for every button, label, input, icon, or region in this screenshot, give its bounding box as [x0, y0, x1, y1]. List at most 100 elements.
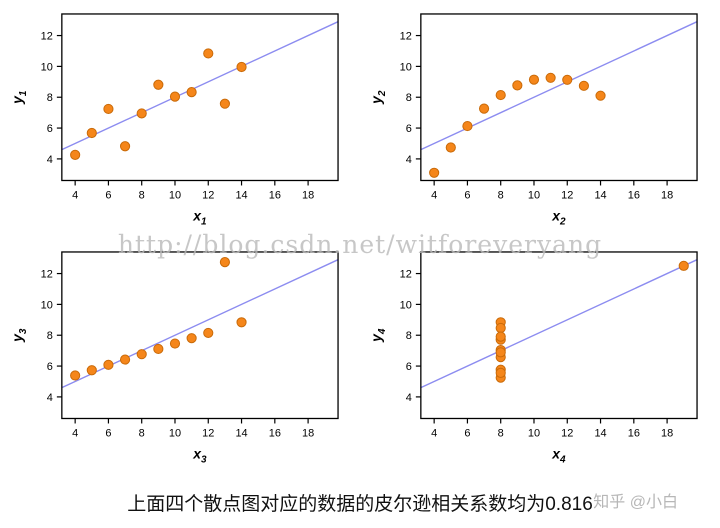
scatter-plot-1: 4 6 8 10 12 14 16 18 4 6 8 10 12 x1 y1: [6, 4, 355, 236]
plot-canvas: 4 6 8 10 12 14 16 18 4 6 8 10 12 x3 y3: [9, 251, 339, 466]
y-tick-label: 12: [41, 31, 53, 43]
data-point: [103, 103, 114, 115]
plot-canvas: 4 6 8 10 12 14 16 18 4 6 8 10 12 x1 y1: [9, 13, 339, 227]
y-tick-label: 6: [406, 361, 412, 373]
x-tick-label: 12: [202, 189, 214, 201]
data-point: [103, 360, 114, 371]
data-point: [495, 331, 506, 343]
plot-frame: [61, 13, 339, 182]
data-point: [429, 167, 440, 178]
data-point: [236, 61, 247, 73]
x-tick-label: 4: [431, 428, 437, 440]
x-tick-label: 8: [139, 428, 145, 440]
x-axis-label: x2: [551, 207, 566, 227]
x-tick-label: 18: [302, 189, 314, 201]
x-tick-label: 14: [594, 189, 606, 201]
data-point: [478, 103, 490, 114]
x-tick-label: 12: [202, 428, 214, 440]
data-point: [136, 349, 147, 360]
data-point: [512, 80, 523, 91]
scatter-plot-grid: 4 6 8 10 12 14 16 18 4 6 8 10 12 x1 y1 4 6 8 10 12 14 16 18 4 6…: [6, 4, 714, 474]
data-point: [169, 338, 181, 349]
data-point: [562, 74, 573, 85]
data-point: [169, 91, 181, 102]
y-tick-label: 8: [47, 92, 53, 104]
x-tick-label: 8: [139, 189, 145, 201]
data-point: [186, 87, 197, 98]
regression-line: [420, 21, 698, 151]
x-tick-label: 16: [269, 189, 281, 201]
data-point: [219, 98, 230, 109]
x-tick-label: 10: [169, 428, 181, 440]
x-tick-label: 14: [235, 189, 247, 201]
regression-line: [61, 21, 339, 151]
data-point: [119, 354, 131, 366]
x-tick-label: 6: [105, 428, 111, 440]
x-axis-label: x4: [551, 446, 566, 466]
x-tick-label: 6: [464, 428, 470, 440]
x-tick-label: 16: [269, 428, 281, 440]
x-axis-label: x1: [192, 207, 207, 227]
x-tick-label: 8: [498, 428, 504, 440]
y-tick-label: 12: [41, 269, 53, 281]
x-tick-label: 18: [661, 189, 673, 201]
y-tick-label: 4: [47, 392, 53, 404]
data-point: [203, 328, 214, 339]
x-tick-label: 16: [628, 189, 640, 201]
y-axis-label: y3: [9, 328, 29, 343]
data-point: [528, 74, 540, 85]
x-tick-label: 10: [528, 189, 540, 201]
plot-frame: [420, 13, 698, 182]
watermark-zhihu-text: 知乎 @小白: [593, 494, 678, 511]
scatter-plot-4: 4 6 8 10 12 14 16 18 4 6 8 10 12 x4 y4: [365, 242, 714, 474]
data-point: [495, 347, 506, 358]
y-axis-label: y4: [368, 328, 388, 343]
data-point: [86, 127, 97, 139]
data-point: [495, 323, 506, 334]
y-tick-label: 10: [41, 61, 53, 73]
x-tick-label: 16: [628, 428, 640, 440]
x-tick-label: 14: [235, 428, 247, 440]
x-tick-label: 6: [464, 189, 470, 201]
caption-text: 上面四个散点图对应的数据的皮尔逊相关系数均为0.816: [127, 494, 593, 515]
data-point: [153, 344, 164, 355]
scatter-plot-2: 4 6 8 10 12 14 16 18 4 6 8 10 12 x2 y2: [365, 4, 714, 236]
x-tick-label: 12: [561, 428, 573, 440]
y-tick-label: 6: [406, 123, 412, 135]
data-point: [119, 141, 131, 152]
y-tick-label: 8: [47, 331, 53, 343]
x-tick-label: 4: [72, 428, 78, 440]
y-tick-label: 12: [400, 269, 412, 281]
data-point: [153, 79, 164, 90]
x-axis-label: x3: [192, 446, 207, 466]
x-tick-label: 14: [594, 428, 606, 440]
y-axis-label: y1: [9, 90, 29, 105]
data-point: [186, 333, 197, 344]
y-tick-label: 8: [406, 92, 412, 104]
data-point: [445, 142, 456, 153]
data-point: [70, 149, 81, 160]
y-tick-label: 4: [406, 154, 412, 166]
data-point: [203, 48, 214, 59]
y-axis-label: y2: [368, 90, 388, 105]
regression-line: [420, 259, 698, 389]
y-tick-label: 6: [47, 361, 53, 373]
plot-frame: [420, 251, 698, 420]
data-point: [678, 261, 689, 272]
data-point: [462, 120, 473, 132]
data-point: [595, 90, 606, 101]
y-tick-label: 4: [406, 392, 412, 404]
x-tick-label: 4: [72, 189, 78, 201]
y-tick-label: 6: [47, 123, 53, 135]
data-point: [495, 89, 506, 101]
y-tick-label: 4: [47, 154, 53, 166]
y-tick-label: 12: [400, 31, 412, 43]
y-tick-label: 10: [400, 61, 412, 73]
x-tick-label: 6: [105, 189, 111, 201]
plot-frame: [61, 251, 339, 420]
data-point: [545, 72, 556, 83]
x-tick-label: 18: [302, 428, 314, 440]
plot-canvas: 4 6 8 10 12 14 16 18 4 6 8 10 12 x4 y4: [368, 251, 698, 466]
plot-canvas: 4 6 8 10 12 14 16 18 4 6 8 10 12 x2 y2: [368, 13, 698, 227]
data-point: [136, 108, 147, 119]
